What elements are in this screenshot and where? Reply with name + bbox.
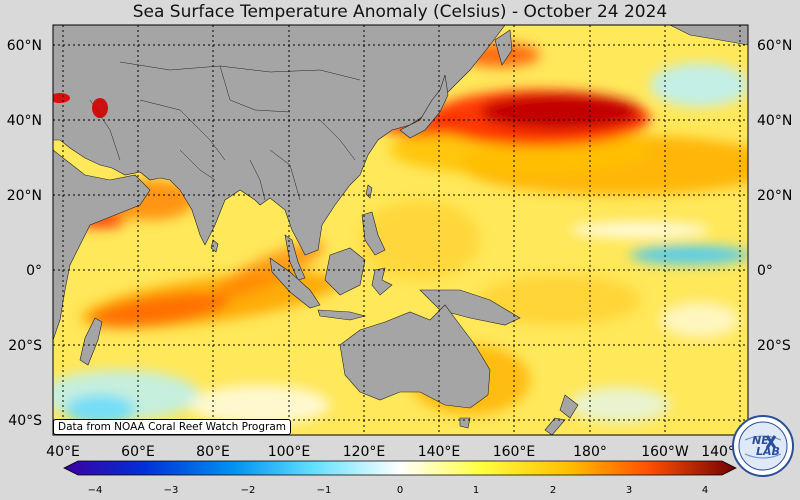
map-panel xyxy=(53,25,748,435)
lat-label: 20°S xyxy=(8,338,42,354)
lat-label: 40°N xyxy=(757,113,792,129)
lat-label: 40°N xyxy=(7,113,42,129)
taiwan xyxy=(365,184,373,199)
africa-landmass xyxy=(53,149,151,341)
colorbar-tick: −1 xyxy=(317,485,332,496)
lat-label: 20°S xyxy=(757,338,791,354)
tasmania xyxy=(459,417,471,429)
colorbar-tick: −3 xyxy=(164,485,179,496)
sumatra xyxy=(269,257,321,309)
nexlab-logo[interactable]: NE LAB xyxy=(731,414,795,478)
lon-label: 180° xyxy=(573,444,607,460)
kamchatka xyxy=(494,29,513,66)
lat-label: 0° xyxy=(757,263,773,279)
lon-label: 60°E xyxy=(121,444,155,460)
data-credit: Data from NOAA Coral Reef Watch Program xyxy=(53,419,291,435)
colorbar: −4 −3 −2 −1 0 1 2 3 4 xyxy=(63,460,737,496)
lat-label: 60°N xyxy=(7,38,42,54)
lon-label: 100°E xyxy=(268,444,311,460)
colorbar-tick: 0 xyxy=(397,485,403,496)
lon-label: 40°E xyxy=(46,444,80,460)
sulawesi xyxy=(371,267,393,296)
caspian-sea xyxy=(92,98,108,118)
colorbar-tick: 1 xyxy=(473,485,479,496)
logo-text: NE xyxy=(752,434,769,447)
lat-labels-left: 60°N 40°N 20°N 0° 20°S 40°S xyxy=(7,38,42,429)
lon-labels: 40°E 60°E 80°E 100°E 120°E 140°E 160°E 1… xyxy=(46,444,749,460)
map-frame xyxy=(52,24,749,436)
colorbar-tick: 4 xyxy=(702,485,708,496)
land-masses xyxy=(53,25,748,435)
australia-landmass xyxy=(339,304,491,409)
lat-label: 20°N xyxy=(757,188,792,204)
lon-label: 80°E xyxy=(196,444,230,460)
malay-peninsula xyxy=(284,234,306,281)
lat-label: 40°S xyxy=(8,413,42,429)
colorbar-tick: 2 xyxy=(550,485,556,496)
japan xyxy=(399,74,449,139)
colorbar-ticks: −4 −3 −2 −1 0 1 2 3 4 xyxy=(88,485,709,496)
lon-label: 160°W xyxy=(641,444,689,460)
colorbar-tick: 3 xyxy=(626,485,632,496)
lat-label: 0° xyxy=(26,263,42,279)
lat-label: 60°N xyxy=(757,38,792,54)
lon-label: 120°E xyxy=(343,444,386,460)
colorbar-tick: −2 xyxy=(241,485,256,496)
borneo xyxy=(324,247,366,296)
sri-lanka xyxy=(210,239,219,253)
colorbar-tick: −4 xyxy=(88,485,103,496)
lon-label: 160°E xyxy=(493,444,536,460)
alaska xyxy=(669,25,748,46)
colorbar-scale xyxy=(63,460,737,476)
black-sea xyxy=(53,93,70,103)
map-title: Sea Surface Temperature Anomaly (Celsius… xyxy=(132,2,668,22)
philippines xyxy=(361,211,386,256)
java xyxy=(317,309,367,321)
madagascar xyxy=(79,317,103,366)
lat-labels-right: 60°N 40°N 20°N 0° 20°S xyxy=(757,38,792,354)
eurasia-landmass xyxy=(53,25,506,256)
lon-label: 140°E xyxy=(418,444,461,460)
new-zealand xyxy=(559,394,579,419)
lat-label: 20°N xyxy=(7,188,42,204)
